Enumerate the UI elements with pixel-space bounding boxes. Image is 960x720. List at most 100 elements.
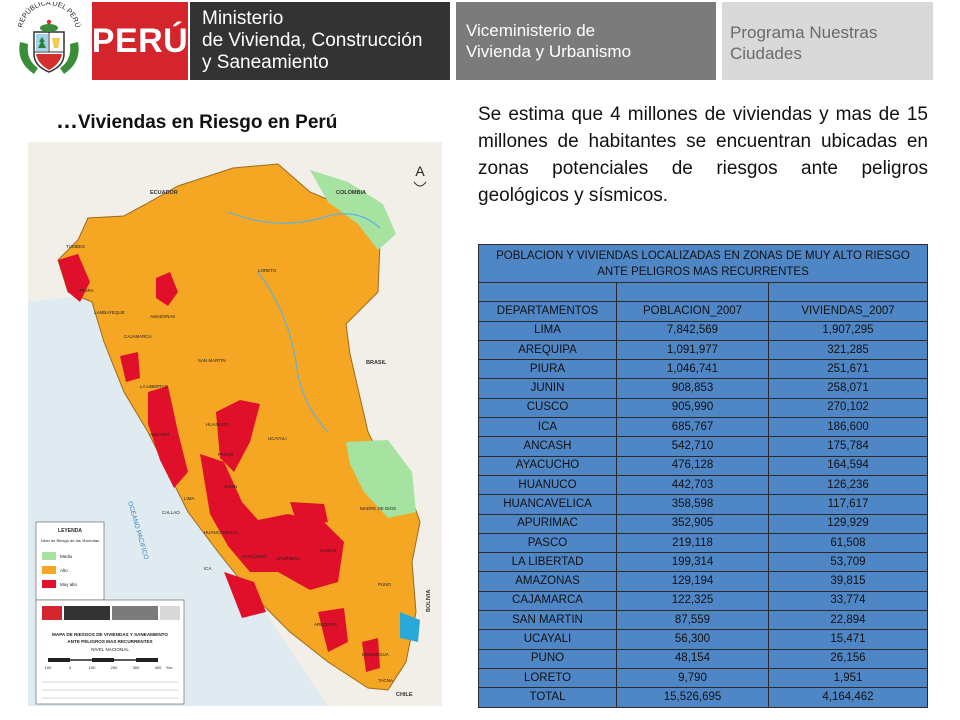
region-label: TACNA: [378, 678, 393, 683]
department-cell: ICA: [478, 417, 617, 438]
region-label: LIMA: [184, 496, 195, 501]
map-title-line: ANTE PELIGROS MAS RECURRENTES: [67, 639, 152, 644]
scale-label: Km.: [166, 665, 173, 670]
population-cell: 87,559: [616, 610, 769, 631]
region-label: HUANUCO: [206, 422, 229, 427]
population-cell: 1,091,977: [616, 339, 769, 361]
region-label: TUMBES: [66, 244, 85, 249]
table-row: ICA 685,767 186,600: [478, 417, 928, 438]
region-label: UCAYALI: [268, 436, 287, 441]
peru-coat-of-arms: REPÚBLICA DEL PERÚ: [14, 2, 84, 78]
table-row: PIURA 1,046,741 251,671: [478, 359, 928, 380]
region-label: PASCO: [218, 452, 234, 457]
column-header: DEPARTAMENTOS: [478, 301, 617, 322]
scale-label: 0: [69, 665, 72, 670]
department-cell: CAJAMARCA: [478, 590, 617, 612]
housing-cell: 251,671: [768, 359, 928, 380]
table-row: LA LIBERTAD 199,314 53,709: [478, 552, 928, 573]
table-row: LIMA 7,842,569 1,907,295: [478, 320, 928, 341]
table-row: HUANUCO 442,703 126,236: [478, 474, 928, 496]
population-cell: 1,046,741: [616, 359, 769, 380]
country-label-bolivia: BOLIVIA: [426, 590, 432, 612]
housing-cell: 53,709: [768, 552, 928, 573]
housing-cell: 117,617: [768, 494, 928, 515]
region-label: PUNO: [378, 582, 392, 587]
table-cell: [768, 281, 928, 303]
population-cell: 905,990: [616, 397, 769, 419]
housing-cell: 321,285: [768, 339, 928, 361]
risk-data-table: POBLACION Y VIVIENDAS LOCALIZADAS EN ZON…: [478, 244, 928, 708]
table-row: PASCO 219,118 61,508: [478, 532, 928, 554]
table-row: CUSCO 905,990 270,102: [478, 397, 928, 419]
ministry-line: Ministerio: [202, 8, 284, 29]
legend-subtitle: Nivel de Riesgo de las Viviendas: [41, 538, 99, 543]
housing-cell: 164,594: [768, 455, 928, 476]
department-cell: APURIMAC: [478, 513, 617, 534]
scale-label: 400: [155, 665, 162, 670]
region-label: CALLAO: [162, 510, 180, 515]
department-cell: ANCASH: [478, 436, 617, 457]
population-cell: 352,905: [616, 513, 769, 534]
table-row: PUNO 48,154 26,156: [478, 648, 928, 669]
department-cell: AMAZONAS: [478, 571, 617, 592]
department-cell: PIURA: [478, 359, 617, 380]
map-title-block: MAPA DE RIESGOS DE VIVIENDAS Y SANEAMIEN…: [35, 599, 185, 705]
housing-cell: 26,156: [768, 648, 928, 669]
risk-map: A ECUADOR COLOMBIA BRASIL BOLIVIA CHILE …: [28, 142, 442, 706]
department-cell: LORETO: [478, 667, 617, 689]
region-label: PIURA: [80, 288, 94, 293]
population-cell: 56,300: [616, 629, 769, 650]
region-label: LORETO: [258, 268, 277, 273]
table-row: CAJAMARCA 122,325 33,774: [478, 590, 928, 612]
department-cell: CUSCO: [478, 397, 617, 419]
population-cell: 15,526,695: [616, 687, 769, 708]
scale-label: 200: [111, 665, 118, 670]
housing-cell: 15,471: [768, 629, 928, 650]
table-spacer-row: [478, 281, 928, 303]
region-label: AYACUCHO: [242, 554, 267, 559]
population-cell: 542,710: [616, 436, 769, 457]
table-cell: [616, 281, 769, 303]
table-row: AREQUIPA 1,091,977 321,285: [478, 339, 928, 361]
region-label: APURIMAC: [276, 556, 301, 561]
housing-cell: 129,929: [768, 513, 928, 534]
program-name: Programa Nuestras Ciudades: [722, 2, 933, 80]
region-label: ANCASH: [150, 432, 169, 437]
slide-title: …Viviendas en Riesgo en Perú: [56, 108, 337, 134]
population-cell: 122,325: [616, 590, 769, 612]
column-header: POBLACION_2007: [616, 301, 769, 322]
housing-cell: 1,951: [768, 667, 928, 689]
map-legend: LEYENDA Nivel de Riesgo de las Viviendas…: [35, 521, 105, 601]
population-cell: 48,154: [616, 648, 769, 669]
department-cell: LA LIBERTAD: [478, 552, 617, 573]
table-row: AMAZONAS 129,194 39,815: [478, 571, 928, 592]
title-text: Viviendas en Riesgo en Perú: [78, 112, 338, 133]
population-cell: 685,767: [616, 417, 769, 438]
region-label: HUANCAVELICA: [204, 530, 239, 535]
department-cell: TOTAL: [478, 687, 617, 708]
population-cell: 129,194: [616, 571, 769, 592]
housing-cell: 1,907,295: [768, 320, 928, 341]
table-row: LORETO 9,790 1,951: [478, 667, 928, 689]
region-label: CUSCO: [320, 548, 337, 553]
table-row: HUANCAVELICA 358,598 117,617: [478, 494, 928, 515]
department-cell: AYACUCHO: [478, 455, 617, 476]
region-label: SAN MARTIN: [198, 358, 226, 363]
population-cell: 476,128: [616, 455, 769, 476]
department-cell: AREQUIPA: [478, 339, 617, 361]
table-row: JUNIN 908,853 258,071: [478, 378, 928, 399]
table-row: ANCASH 542,710 175,784: [478, 436, 928, 457]
country-label-ecuador: ECUADOR: [150, 190, 178, 196]
department-cell: PASCO: [478, 532, 617, 554]
housing-cell: 39,815: [768, 571, 928, 592]
housing-cell: 22,894: [768, 610, 928, 631]
table-total-row: TOTAL 15,526,695 4,164,462: [478, 687, 928, 708]
housing-cell: 175,784: [768, 436, 928, 457]
population-cell: 199,314: [616, 552, 769, 573]
population-cell: 9,790: [616, 667, 769, 689]
map-title-line: MAPA DE RIESGOS DE VIVIENDAS Y SANEAMIEN…: [52, 632, 168, 637]
country-label-brasil: BRASIL: [366, 360, 387, 366]
department-cell: HUANUCO: [478, 474, 617, 496]
program-line: Programa Nuestras: [730, 23, 878, 42]
department-cell: PUNO: [478, 648, 617, 669]
